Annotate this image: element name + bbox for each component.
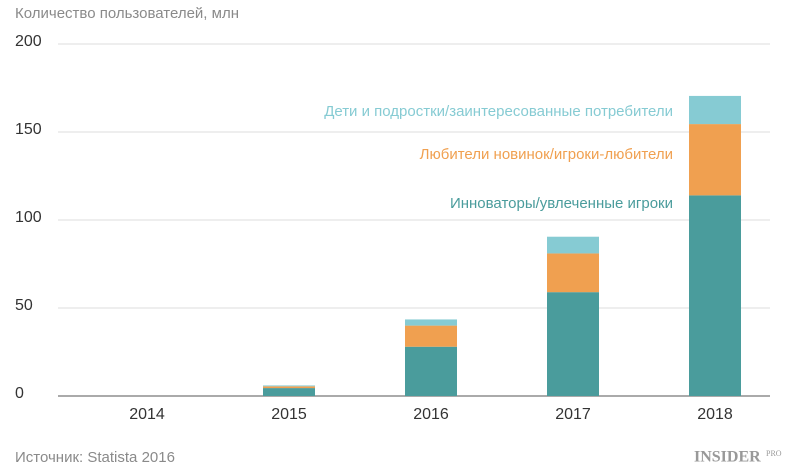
y-tick-label: 0: [15, 385, 24, 402]
logo: INSIDER: [694, 449, 761, 466]
legend-label: Дети и подростки/заинтересованные потреб…: [324, 103, 673, 120]
logo-suffix: PRO: [766, 449, 782, 458]
y-tick-label: 50: [15, 297, 33, 314]
x-tick-label: 2017: [555, 406, 591, 423]
bar-segment: [547, 292, 599, 396]
bar-segment: [405, 346, 457, 396]
bar-segment: [405, 325, 457, 347]
x-tick-label: 2015: [271, 406, 307, 423]
legend-label: Любители новинок/игроки-любители: [420, 146, 673, 163]
bar-segment: [689, 95, 741, 125]
bar-segment: [547, 253, 599, 293]
y-tick-label: 100: [15, 209, 42, 226]
bar-segment: [547, 236, 599, 254]
bar-segment: [263, 386, 315, 389]
y-axis-title: Количество пользователей, млн: [15, 5, 239, 22]
bar-segment: [689, 124, 741, 196]
y-tick-label: 200: [15, 33, 42, 50]
x-tick-label: 2016: [413, 406, 449, 423]
legend-label: Инноваторы/увлеченные игроки: [450, 195, 673, 212]
x-tick-label: 2018: [697, 406, 733, 423]
bar-segment: [689, 195, 741, 396]
x-tick-label: 2014: [129, 406, 165, 423]
source: Источник: Statista 2016: [15, 449, 175, 466]
bar-segment: [263, 388, 315, 396]
bar-segment: [263, 385, 315, 387]
y-tick-label: 150: [15, 121, 42, 138]
bar-segment: [405, 319, 457, 326]
